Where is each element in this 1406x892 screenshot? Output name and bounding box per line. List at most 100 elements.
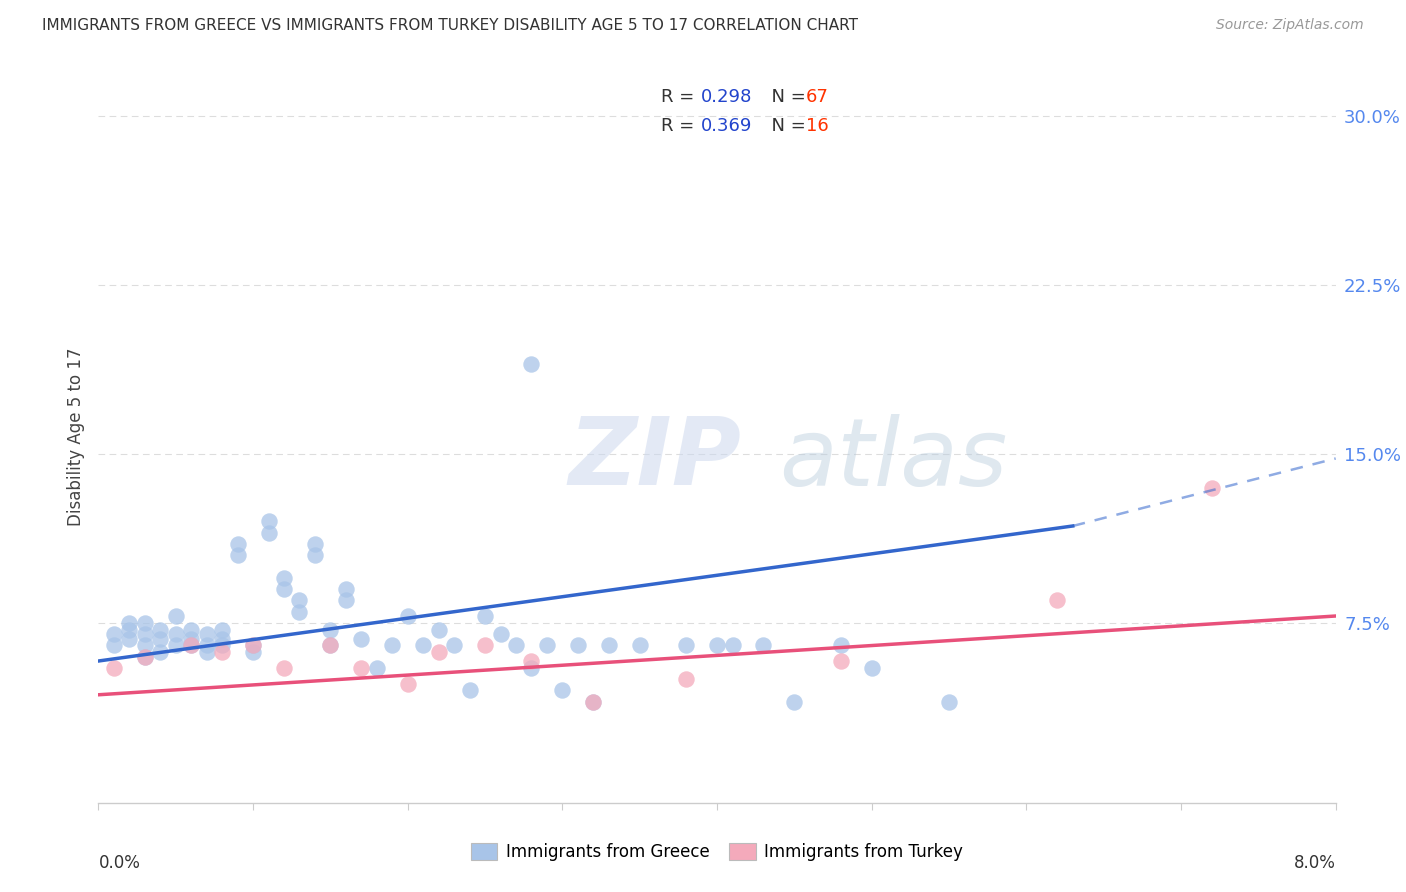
Point: [860, 661, 883, 675]
Point: [288, 593, 311, 607]
Point: [211, 645, 233, 659]
Point: [582, 694, 605, 708]
Point: [752, 638, 775, 652]
Point: [536, 638, 558, 652]
Point: [195, 638, 218, 652]
Point: [505, 638, 527, 652]
Point: [427, 623, 450, 637]
Point: [134, 627, 156, 641]
Text: R =: R =: [661, 88, 700, 106]
Point: [103, 627, 125, 641]
Point: [598, 638, 620, 652]
Point: [474, 609, 496, 624]
Text: 0.369: 0.369: [702, 117, 752, 136]
Text: N =: N =: [761, 117, 811, 136]
Text: 0.0%: 0.0%: [98, 854, 141, 872]
Point: [520, 654, 543, 668]
Point: [706, 638, 728, 652]
Point: [783, 694, 806, 708]
Point: [180, 623, 202, 637]
Point: [1201, 481, 1223, 495]
Text: atlas: atlas: [779, 414, 1007, 505]
Point: [582, 694, 605, 708]
Point: [319, 638, 342, 652]
Point: [1046, 593, 1069, 607]
Point: [165, 638, 187, 652]
Point: [165, 627, 187, 641]
Point: [396, 609, 419, 624]
Point: [273, 661, 295, 675]
Point: [257, 525, 280, 540]
Text: R =: R =: [661, 117, 700, 136]
Text: 67: 67: [806, 88, 830, 106]
Point: [675, 638, 697, 652]
Point: [396, 676, 419, 690]
Point: [427, 645, 450, 659]
Point: [938, 694, 960, 708]
Point: [134, 638, 156, 652]
Text: Source: ZipAtlas.com: Source: ZipAtlas.com: [1216, 18, 1364, 32]
Point: [520, 661, 543, 675]
Text: 16: 16: [806, 117, 830, 136]
Point: [103, 638, 125, 652]
Point: [458, 683, 481, 698]
Point: [165, 609, 187, 624]
Text: IMMIGRANTS FROM GREECE VS IMMIGRANTS FROM TURKEY DISABILITY AGE 5 TO 17 CORRELAT: IMMIGRANTS FROM GREECE VS IMMIGRANTS FRO…: [42, 18, 858, 33]
Point: [273, 582, 295, 596]
Point: [675, 672, 697, 686]
Point: [721, 638, 744, 652]
Point: [489, 627, 512, 641]
Point: [149, 623, 172, 637]
Point: [520, 357, 543, 371]
Y-axis label: Disability Age 5 to 17: Disability Age 5 to 17: [66, 348, 84, 526]
Point: [149, 645, 172, 659]
Text: ZIP: ZIP: [568, 413, 741, 505]
Point: [226, 548, 249, 562]
Text: N =: N =: [761, 88, 811, 106]
Point: [381, 638, 404, 652]
Point: [180, 638, 202, 652]
Point: [195, 645, 218, 659]
Point: [242, 645, 264, 659]
Point: [319, 638, 342, 652]
Point: [134, 615, 156, 630]
Point: [118, 615, 141, 630]
Legend: Immigrants from Greece, Immigrants from Turkey: Immigrants from Greece, Immigrants from …: [464, 836, 970, 868]
Point: [474, 638, 496, 652]
Point: [149, 632, 172, 646]
Point: [830, 654, 852, 668]
Point: [118, 632, 141, 646]
Point: [118, 623, 141, 637]
Point: [180, 632, 202, 646]
Point: [412, 638, 434, 652]
Point: [335, 593, 357, 607]
Point: [350, 661, 373, 675]
Point: [567, 638, 589, 652]
Point: [242, 638, 264, 652]
Point: [304, 537, 326, 551]
Point: [830, 638, 852, 652]
Point: [288, 605, 311, 619]
Point: [273, 571, 295, 585]
Point: [134, 649, 156, 664]
Point: [443, 638, 465, 652]
Point: [257, 515, 280, 529]
Point: [211, 638, 233, 652]
Text: 0.298: 0.298: [702, 88, 752, 106]
Point: [319, 623, 342, 637]
Point: [134, 649, 156, 664]
Text: 8.0%: 8.0%: [1294, 854, 1336, 872]
Point: [211, 632, 233, 646]
Point: [628, 638, 651, 652]
Point: [226, 537, 249, 551]
Point: [335, 582, 357, 596]
Point: [304, 548, 326, 562]
Point: [211, 623, 233, 637]
Point: [242, 638, 264, 652]
Point: [195, 627, 218, 641]
Point: [366, 661, 388, 675]
Point: [350, 632, 373, 646]
Point: [551, 683, 574, 698]
Point: [103, 661, 125, 675]
Point: [180, 638, 202, 652]
